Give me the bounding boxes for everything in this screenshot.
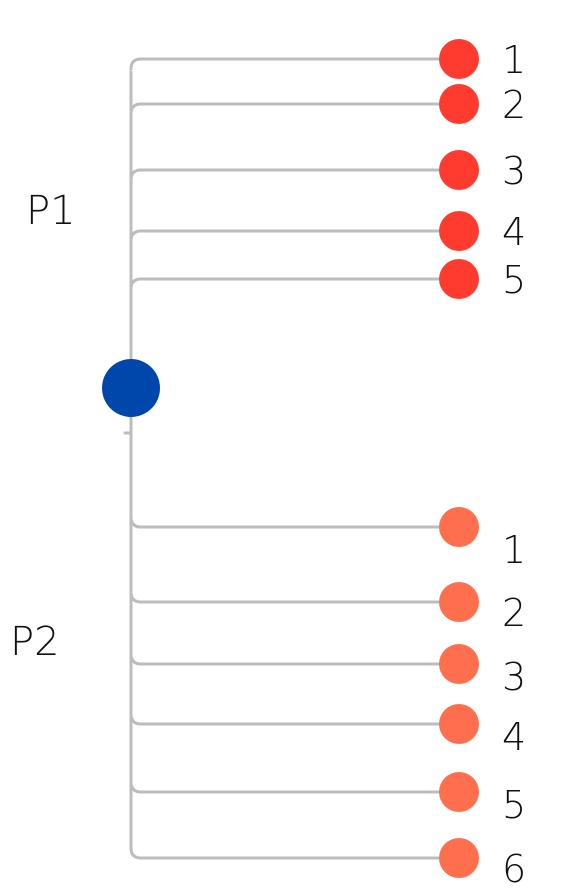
connector-line: [129, 780, 461, 794]
leaf-label-p2-1: 1: [502, 528, 526, 572]
connectors: [123, 57, 461, 860]
connector-line: [129, 515, 461, 529]
leaf-label-p2-3: 3: [502, 655, 526, 699]
connector-line: [129, 57, 461, 71]
leaf-label-p1-3: 3: [502, 149, 526, 193]
leaf-node-p1-1[interactable]: [439, 39, 479, 79]
connector-line: [129, 846, 461, 860]
leaf-node-p2-1[interactable]: [439, 507, 479, 547]
leaf-label-p1-4: 4: [502, 210, 526, 254]
connector-line: [129, 590, 461, 604]
leaf-node-p2-2[interactable]: [439, 582, 479, 622]
connector-line: [129, 652, 461, 666]
leaf-node-p1-4[interactable]: [439, 211, 479, 251]
leaf-label-p1-1: 1: [502, 38, 526, 82]
leaf-label-p1-2: 2: [502, 83, 526, 127]
connector-line: [129, 277, 461, 291]
connector-line: [129, 168, 461, 182]
leaf-label-p2-4: 4: [502, 715, 526, 759]
connector-line: [129, 712, 461, 726]
leaf-node-p1-3[interactable]: [439, 150, 479, 190]
root-node[interactable]: [102, 359, 160, 417]
group-label-p1: P1: [26, 188, 76, 234]
leaf-label-p2-5: 5: [502, 783, 526, 827]
connector-line: [129, 102, 461, 116]
leaf-label-p1-5: 5: [502, 258, 526, 302]
leaf-node-p1-2[interactable]: [439, 84, 479, 124]
connector-line: [129, 229, 461, 243]
leaf-node-p2-3[interactable]: [439, 644, 479, 684]
leaf-node-p2-6[interactable]: [439, 838, 479, 878]
group-label-p2: P2: [10, 619, 60, 665]
leaf-node-p2-4[interactable]: [439, 704, 479, 744]
leaf-label-p2-2: 2: [502, 591, 526, 635]
leaf-node-p1-5[interactable]: [439, 259, 479, 299]
leaf-label-p2-6: 6: [502, 847, 526, 891]
leaf-node-p2-5[interactable]: [439, 772, 479, 812]
